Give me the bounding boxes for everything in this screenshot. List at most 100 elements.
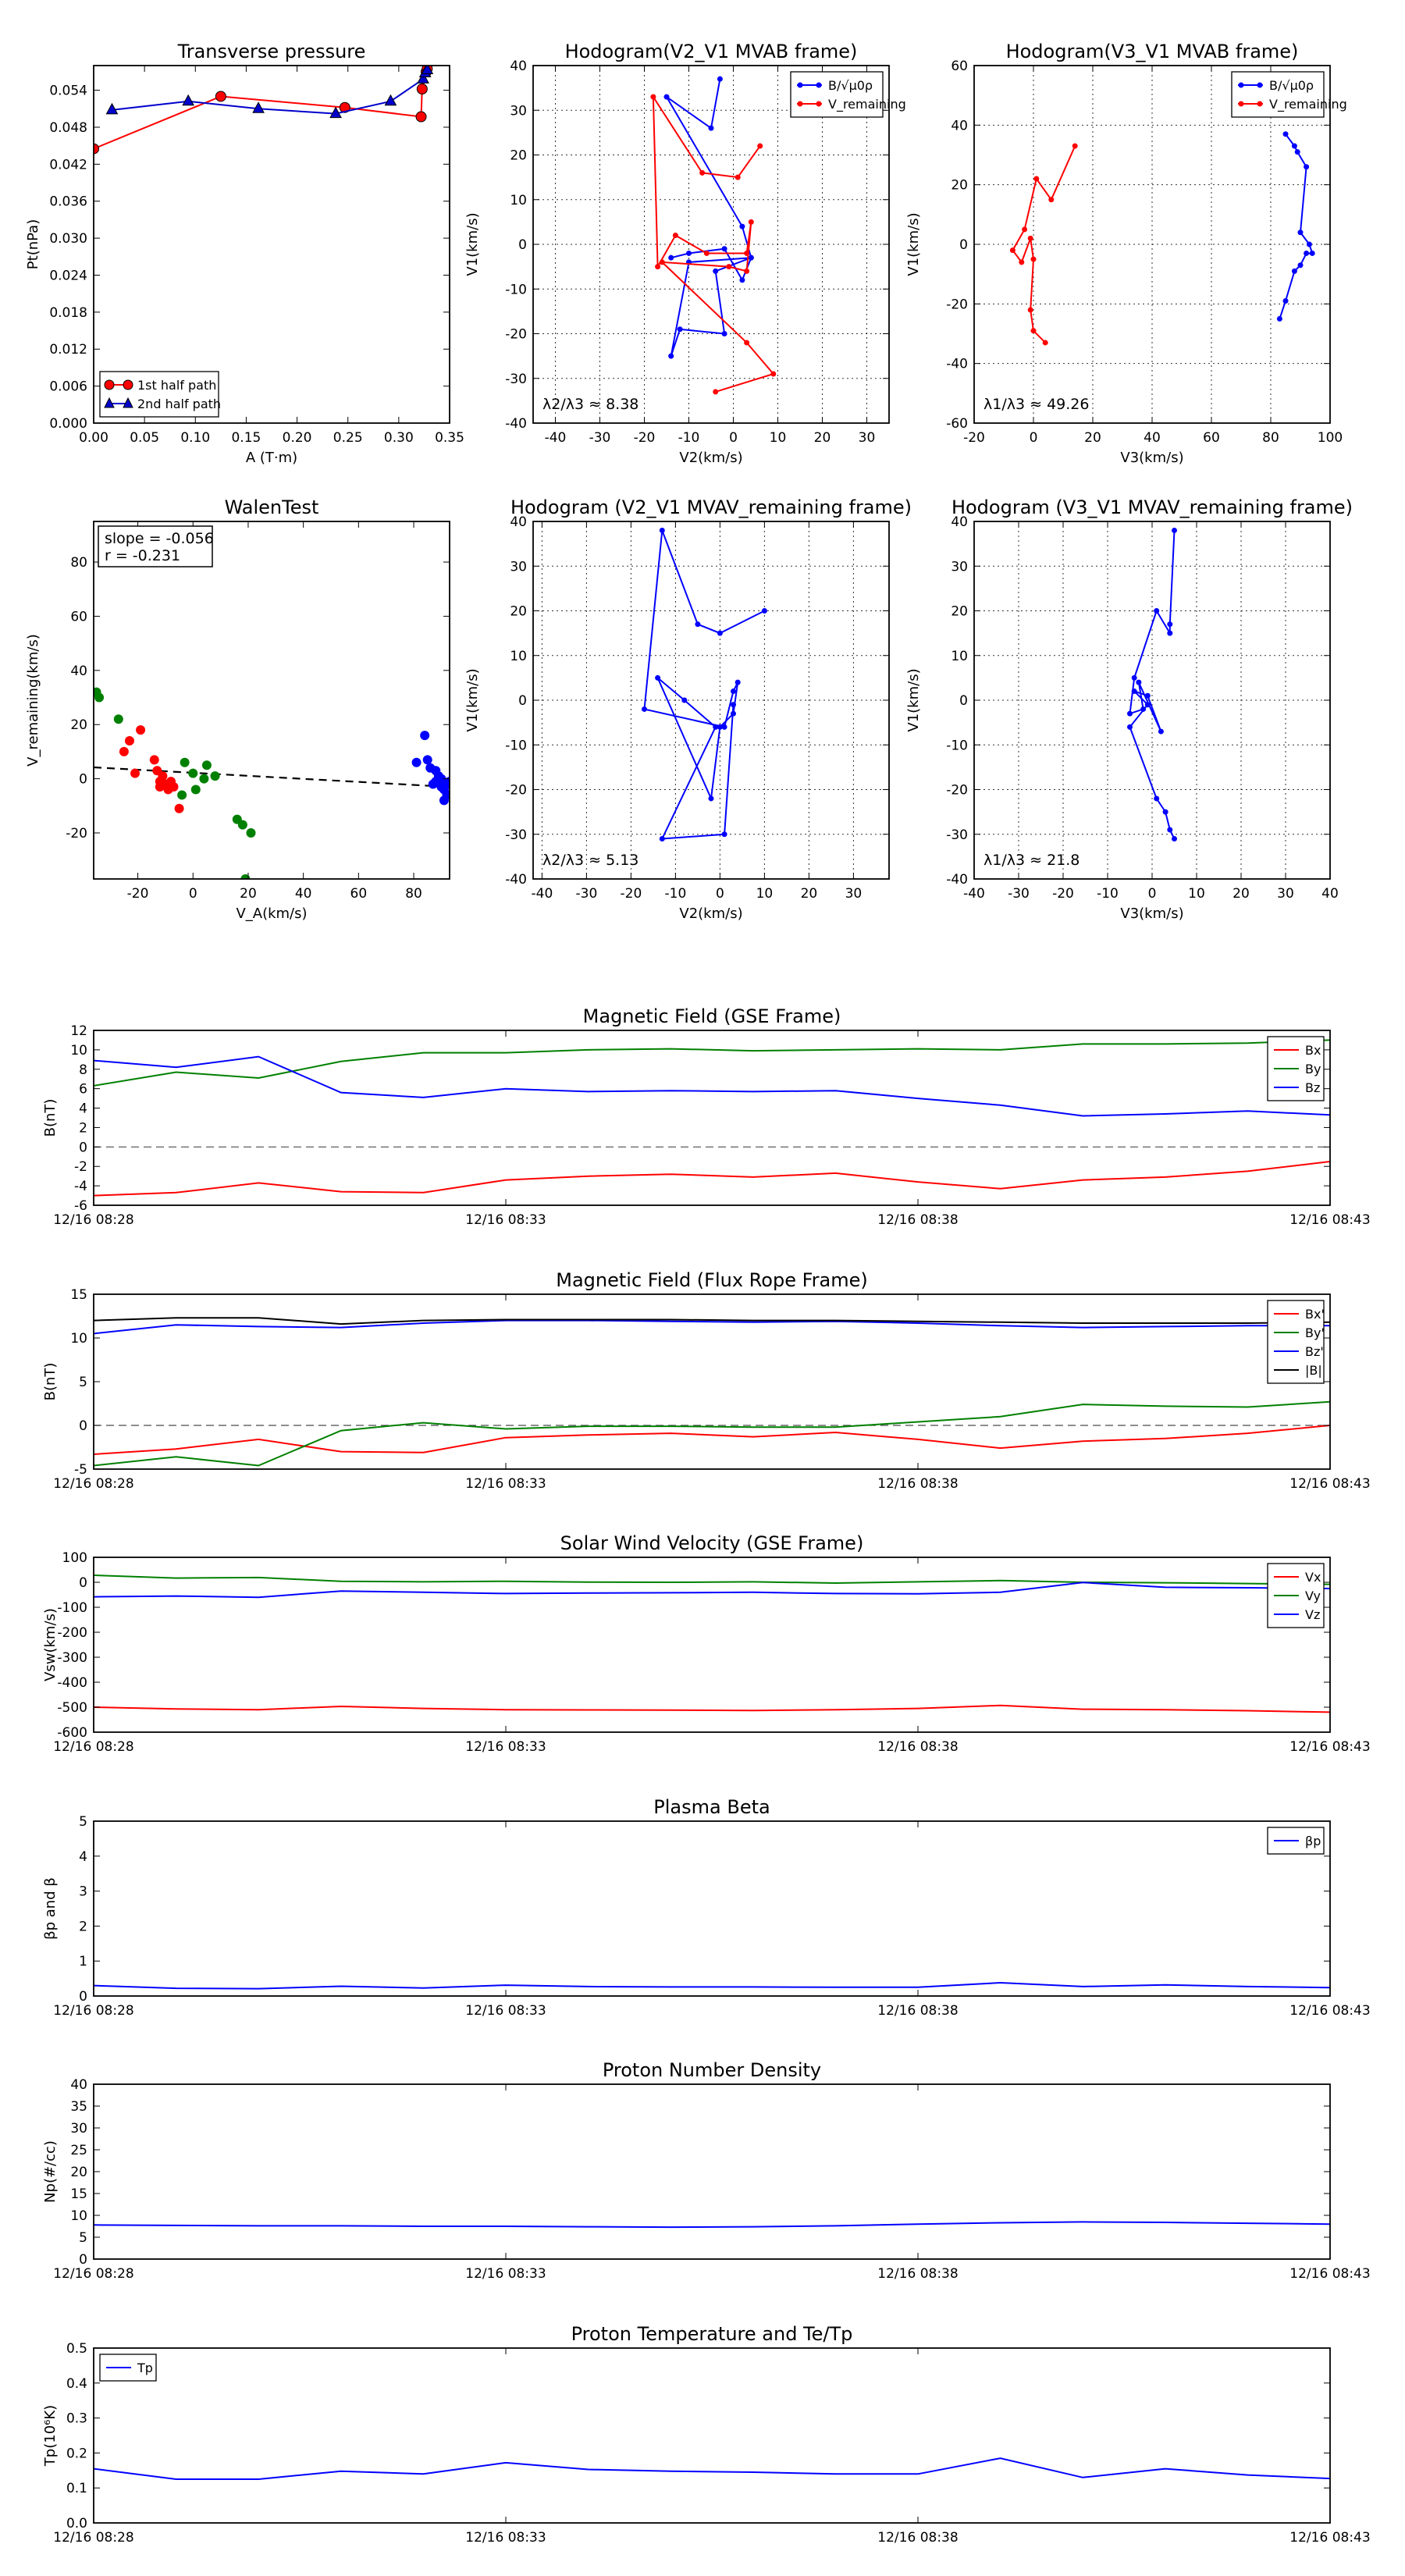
data-point: [717, 76, 723, 82]
y-tick-label: -30: [505, 827, 527, 843]
x-tick-label: -20: [621, 886, 642, 902]
y-tick-label: 10: [510, 649, 527, 664]
data-point-circle: [415, 111, 427, 123]
legend-label: βp: [1305, 1834, 1321, 1848]
y-tick-label: 6: [79, 1082, 87, 1098]
chart-h2: -20 0 20 40 60 80 100 -60 -40 -20 0 20 40 60 Hodogram(…: [905, 41, 1347, 466]
x-tick-label: 80: [1262, 430, 1279, 446]
x-tick-label: 12/16 08:33: [465, 2266, 546, 2282]
data-point: [1127, 724, 1133, 730]
scatter-point: [411, 757, 422, 767]
data-point: [1167, 630, 1173, 636]
data-point: [761, 608, 767, 614]
data-layer: [1009, 131, 1315, 346]
data-point: [721, 246, 727, 252]
x-tick-label: 0: [716, 886, 724, 902]
y-tick-label: 0.1: [66, 2481, 87, 2496]
data-point: [708, 125, 714, 131]
x-tick-label: 40: [1321, 886, 1339, 902]
legend-label: Bx': [1305, 1307, 1325, 1322]
data-point: [642, 706, 647, 712]
data-point: [1022, 226, 1028, 233]
data-point: [713, 389, 719, 395]
chart-ts1: 12/16 08:28 12/16 08:33 12/16 08:38 12/16 0…: [42, 1005, 1371, 1228]
legend-marker: [1257, 82, 1263, 88]
data-point: [1297, 229, 1304, 236]
data-layer: [94, 66, 434, 155]
legend: βp: [1267, 1827, 1325, 1855]
data-point: [1131, 688, 1137, 695]
x-tick-label: -40: [545, 430, 567, 446]
y-tick-label: -400: [57, 1675, 87, 1691]
y-tick-label: 0: [959, 237, 968, 253]
data-point: [1282, 131, 1289, 137]
data-point: [1131, 674, 1137, 681]
data-point: [1167, 827, 1173, 833]
y-tick-label: 30: [951, 559, 968, 575]
y-tick-label: -20: [946, 783, 968, 799]
data-point: [731, 710, 736, 717]
data-point: [681, 697, 688, 703]
scatter-point: [180, 757, 190, 767]
y-tick-label: 0.0: [66, 2516, 87, 2532]
chart-title: Proton Number Density: [603, 2059, 821, 2081]
data-point: [677, 326, 683, 333]
legend-label: B/√μ0ρ: [828, 78, 873, 93]
legend-box: [1231, 71, 1325, 118]
data-point: [748, 219, 754, 225]
data-point: [721, 331, 727, 336]
data-point: [717, 724, 723, 730]
data-point: [726, 264, 732, 270]
data-point: [1048, 197, 1055, 203]
data-point-triangle: [329, 106, 342, 119]
x-axis-label: V2(km/s): [679, 906, 742, 922]
series-line-0: [94, 2457, 1330, 2480]
data-point: [699, 169, 706, 176]
data-point: [748, 254, 754, 261]
y-tick-label: 40: [951, 514, 968, 530]
data-point: [713, 268, 719, 274]
legend-label: Vz: [1305, 1607, 1320, 1622]
legend: Bx' By' Bz' |B|: [1267, 1300, 1325, 1384]
y-tick-label: 0.042: [49, 157, 87, 173]
y-tick-label: 0: [79, 1989, 87, 2005]
data-point-triangle: [105, 102, 119, 115]
x-tick-label: 12/16 08:28: [53, 2266, 133, 2282]
y-tick-label: 0: [79, 1140, 87, 1155]
x-tick-label: 60: [1203, 430, 1220, 446]
data-point: [1144, 702, 1151, 708]
y-tick-label: 0.036: [49, 194, 87, 210]
chart-h4: -40 -30 -20 -10 0 10 20 30 40 -40 -30 -20 -10 0 10 20 30…: [905, 496, 1353, 922]
series-line-0: [94, 1425, 1330, 1455]
chart-title: WalenTest: [225, 496, 319, 518]
x-tick-label: 0.10: [180, 430, 210, 446]
y-tick-label: -20: [505, 327, 527, 343]
legend-marker: [1257, 101, 1263, 107]
data-point: [1162, 809, 1168, 815]
y-tick-label: 12: [70, 1023, 87, 1039]
scatter-point: [188, 768, 198, 778]
chart-ts2: 12/16 08:28 12/16 08:33 12/16 08:38 12/16 0…: [42, 1269, 1371, 1492]
chart-ts4: 12/16 08:28 12/16 08:33 12/16 08:38 12/16 0…: [42, 1796, 1371, 2019]
x-axis-label: V_A(km/s): [236, 906, 307, 922]
data-point-circle: [339, 101, 350, 113]
x-tick-label: 40: [1144, 430, 1161, 446]
y-tick-label: 10: [70, 1331, 87, 1347]
legend: Tp: [99, 2354, 157, 2382]
series-line-1: [94, 1574, 1330, 1585]
chart-title: Proton Temperature and Te/Tp: [571, 2323, 853, 2345]
data-point: [1027, 307, 1033, 313]
y-tick-label: 1: [79, 1954, 87, 1969]
scatter-point: [155, 777, 165, 787]
y-axis-label: Np(#/cc): [42, 2140, 59, 2203]
x-tick-label: 20: [801, 886, 818, 902]
legend-marker: [104, 397, 115, 408]
y-tick-label: 4: [79, 1849, 87, 1865]
data-point: [1136, 679, 1142, 685]
x-tick-label: 12/16 08:28: [53, 1739, 133, 1755]
x-tick-label: 10: [756, 886, 774, 902]
y-tick-label: 0.3: [66, 2411, 87, 2427]
y-tick-label: 0.030: [49, 231, 87, 247]
y-tick-label: 0.006: [49, 379, 87, 395]
y-tick-label: 0.024: [49, 268, 87, 283]
